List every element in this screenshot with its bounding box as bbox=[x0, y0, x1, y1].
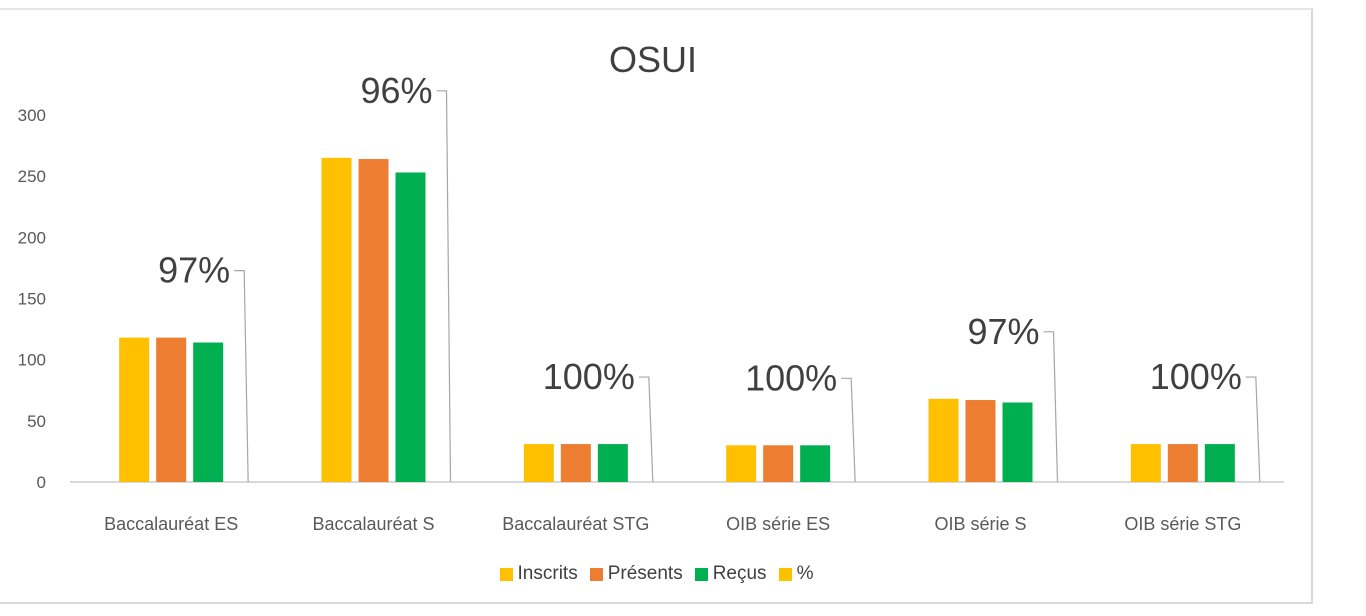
bar-recus-0 bbox=[193, 342, 224, 482]
percent-labels: 97% 96% 100% 100% 97% 100% bbox=[158, 70, 1261, 483]
x-tick-label: OIB série STG bbox=[1124, 514, 1241, 534]
percent-leader-line bbox=[638, 376, 654, 483]
x-tick-label: OIB série ES bbox=[726, 514, 830, 534]
legend-label: Présents bbox=[607, 563, 683, 584]
legend-item: Inscrits bbox=[499, 563, 578, 585]
y-tick-label: 200 bbox=[18, 228, 46, 247]
bar-presents-0 bbox=[156, 337, 187, 482]
bar-recus-5 bbox=[1204, 444, 1235, 482]
bar-inscrits-2 bbox=[523, 444, 554, 482]
bar-recus-2 bbox=[597, 444, 628, 482]
bar-presents-4 bbox=[965, 400, 996, 482]
legend-swatch bbox=[778, 567, 792, 581]
bar-recus-4 bbox=[1002, 402, 1033, 482]
percent-leader-line bbox=[1245, 376, 1261, 483]
y-axis: 0 50 100 150 200 250 300 bbox=[18, 106, 46, 492]
x-axis: Baccalauréat ES Baccalauréat S Baccalauréa… bbox=[104, 514, 1241, 534]
y-tick-label: 0 bbox=[37, 473, 46, 492]
x-tick-label: Baccalauréat STG bbox=[502, 514, 649, 534]
bar-inscrits-0 bbox=[119, 337, 150, 482]
legend: Inscrits Présents Reçus% bbox=[0, 563, 1313, 587]
percent-label: 100% bbox=[1150, 356, 1242, 397]
legend-label: Inscrits bbox=[517, 563, 578, 584]
y-tick-label: 150 bbox=[18, 290, 46, 309]
percent-label: 97% bbox=[158, 250, 230, 291]
bar-presents-5 bbox=[1167, 444, 1198, 482]
legend-item: Reçus bbox=[694, 563, 767, 585]
legend-item: Présents bbox=[589, 563, 683, 585]
percent-leader-line bbox=[436, 90, 452, 483]
legend-swatch bbox=[694, 567, 708, 581]
legend-label: % bbox=[796, 563, 814, 584]
bar-presents-1 bbox=[358, 159, 389, 483]
x-tick-label: OIB série S bbox=[934, 514, 1026, 534]
percent-leader-line bbox=[1043, 331, 1059, 483]
legend-item: % bbox=[778, 563, 814, 585]
bars-group bbox=[119, 157, 1235, 483]
percent-leader-line bbox=[841, 377, 856, 483]
chart-frame: OSUI 0 50 100 150 200 250 300 97% 96% 100% 100% 97… bbox=[0, 8, 1313, 604]
percent-label: 96% bbox=[360, 70, 432, 111]
x-tick-label: Baccalauréat ES bbox=[104, 514, 238, 534]
y-tick-label: 100 bbox=[18, 351, 46, 370]
legend-label: Reçus bbox=[712, 563, 767, 584]
y-tick-label: 250 bbox=[18, 167, 46, 186]
chart-title: OSUI bbox=[609, 39, 697, 80]
bar-inscrits-3 bbox=[726, 445, 757, 482]
bar-inscrits-1 bbox=[321, 157, 352, 483]
legend-swatch bbox=[499, 567, 513, 581]
bar-presents-2 bbox=[560, 444, 591, 482]
bar-recus-3 bbox=[800, 445, 831, 482]
percent-leader-line bbox=[234, 270, 249, 483]
legend-swatch bbox=[589, 567, 603, 581]
y-tick-label: 50 bbox=[27, 412, 46, 431]
bar-inscrits-5 bbox=[1130, 444, 1161, 482]
percent-label: 100% bbox=[543, 356, 635, 397]
y-tick-label: 300 bbox=[18, 106, 46, 125]
bar-presents-3 bbox=[763, 445, 794, 482]
percent-label: 100% bbox=[745, 357, 837, 398]
percent-label: 97% bbox=[967, 311, 1039, 352]
bar-inscrits-4 bbox=[928, 398, 959, 482]
x-tick-label: Baccalauréat S bbox=[312, 514, 434, 534]
bar-recus-1 bbox=[395, 172, 426, 482]
